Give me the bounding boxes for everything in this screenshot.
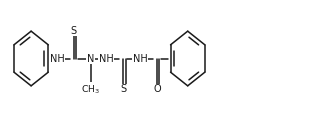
Text: N: N bbox=[87, 53, 94, 64]
Text: NH: NH bbox=[49, 53, 64, 64]
Text: NH: NH bbox=[133, 53, 147, 64]
Text: O: O bbox=[153, 84, 161, 94]
Text: S: S bbox=[71, 26, 77, 36]
Text: S: S bbox=[120, 84, 126, 94]
Text: NH: NH bbox=[99, 53, 114, 64]
Text: CH$_3$: CH$_3$ bbox=[81, 83, 100, 95]
